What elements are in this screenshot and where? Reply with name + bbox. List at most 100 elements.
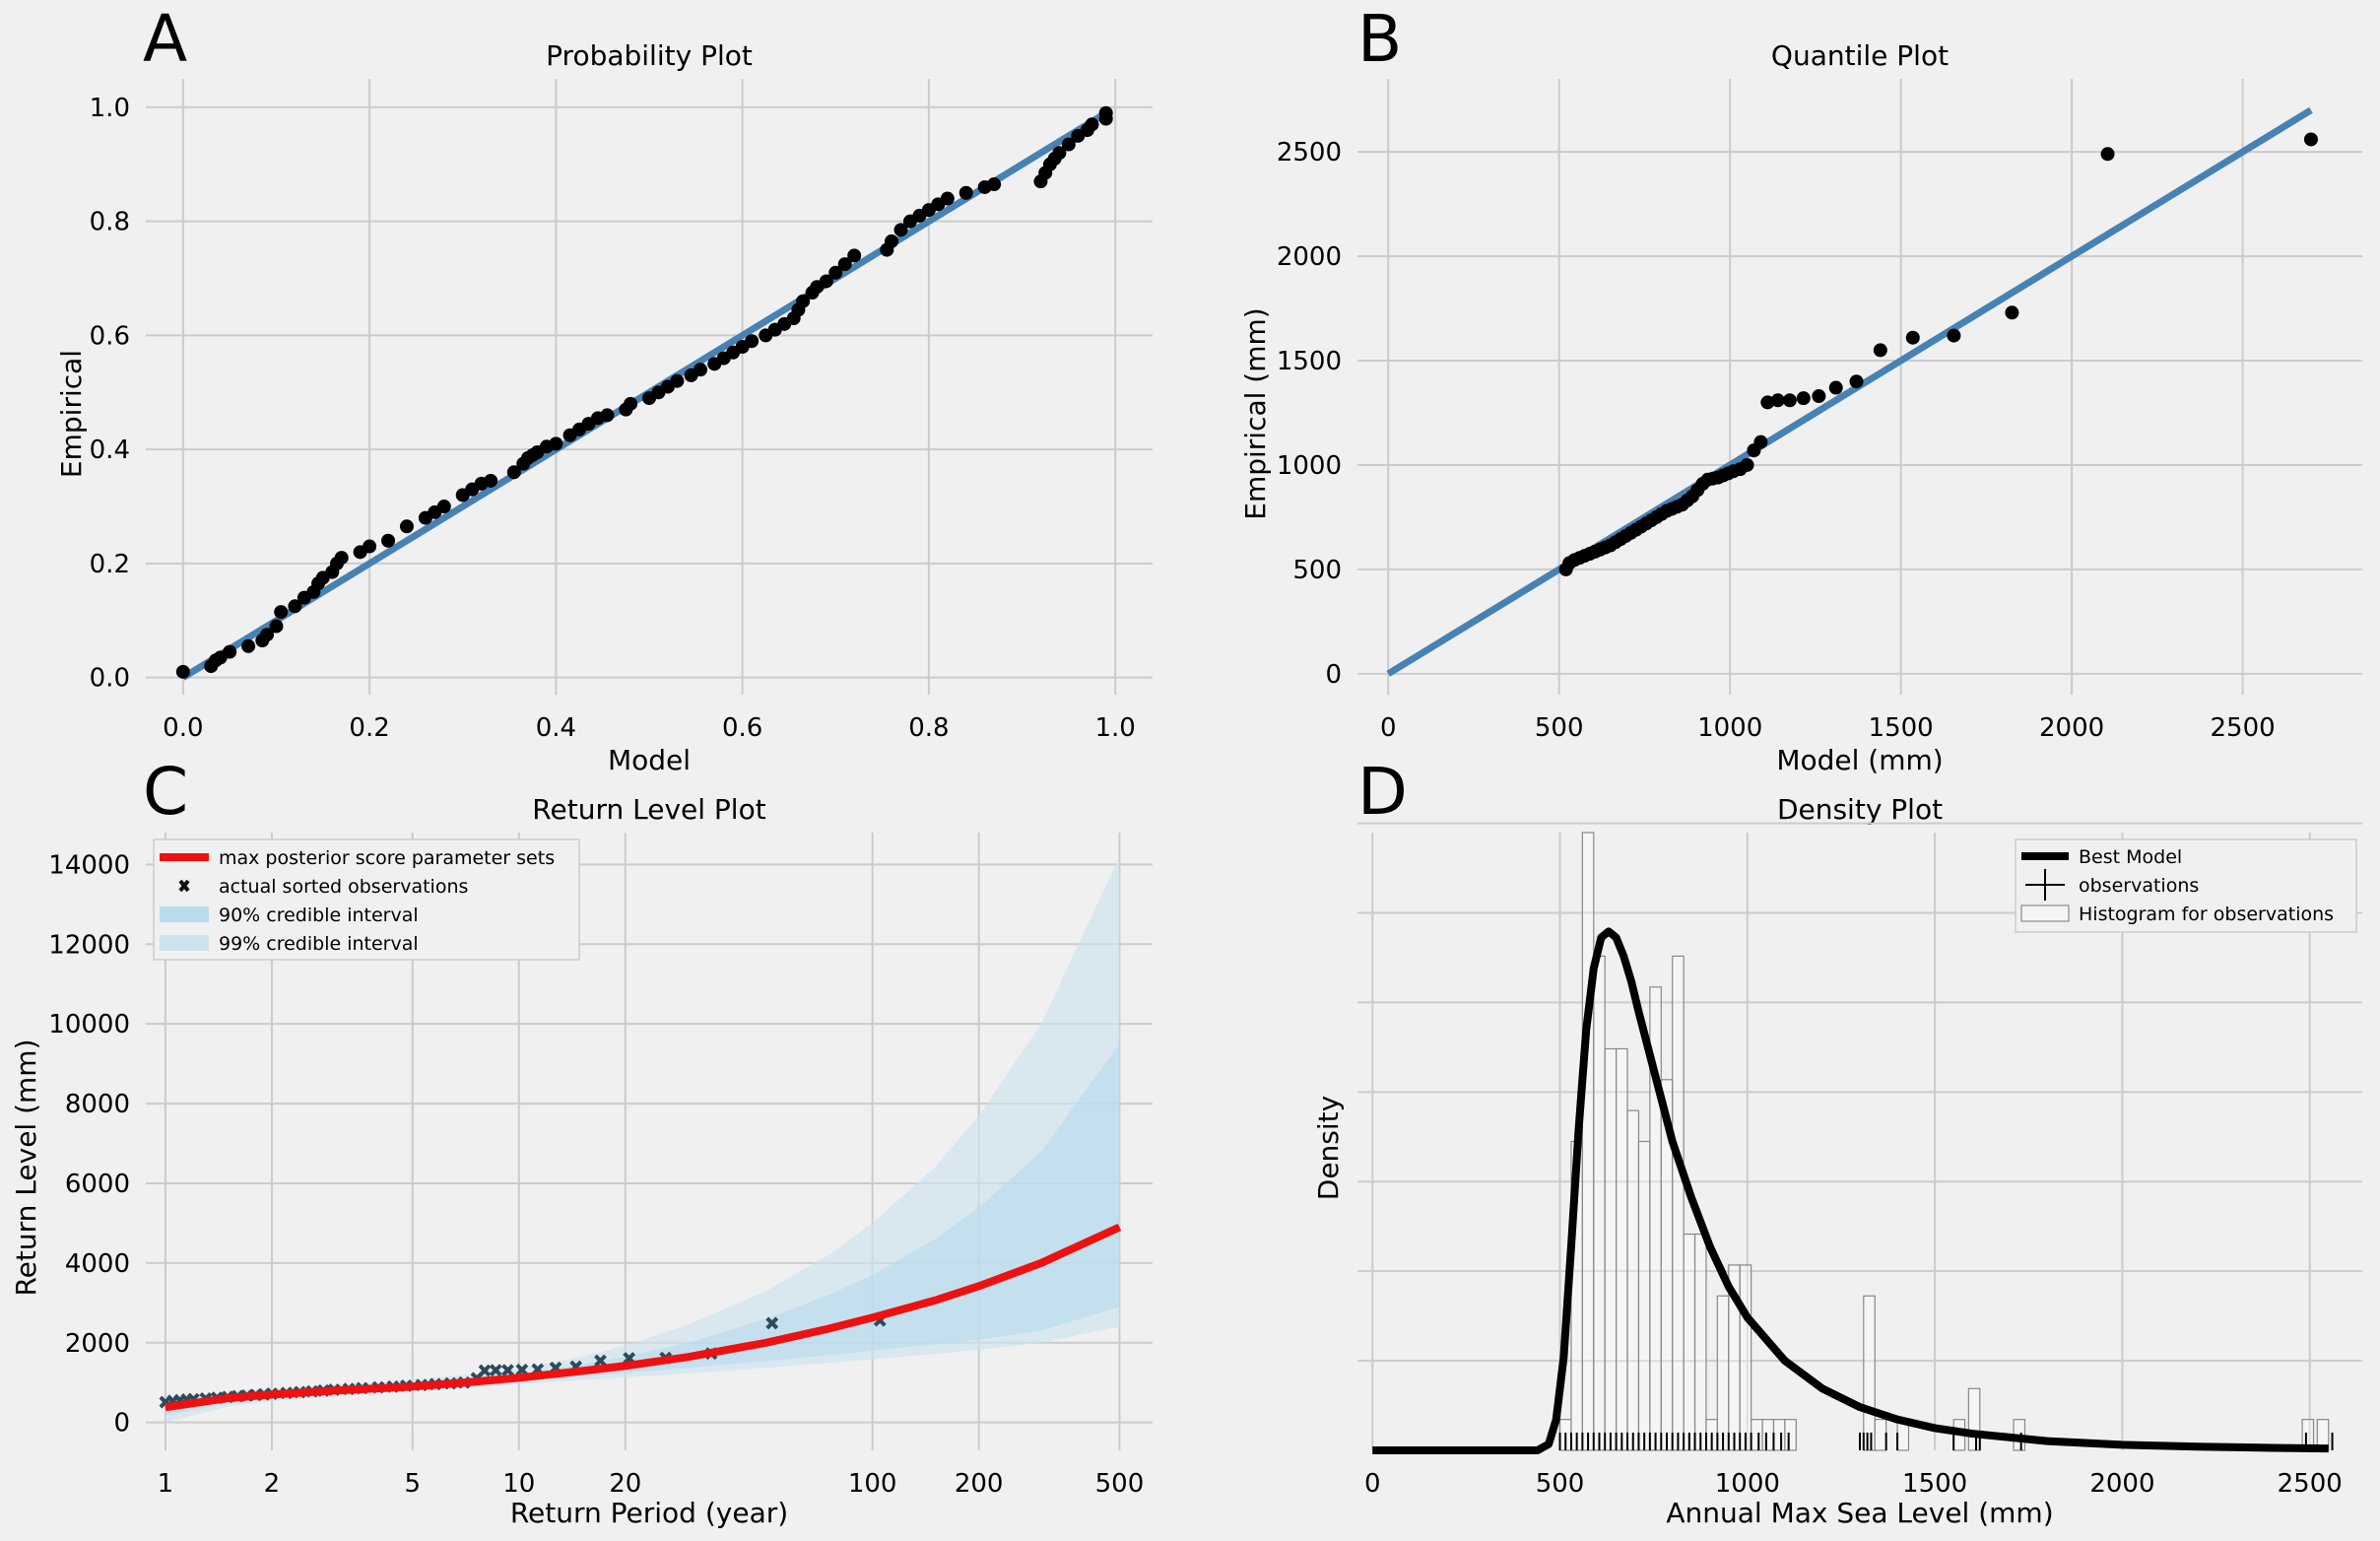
legend-item: 90% credible interval (160, 904, 419, 926)
x-tick-label: 0 (1380, 713, 1397, 743)
x-tick-label: 2000 (2089, 1469, 2154, 1499)
data-point (694, 363, 708, 377)
x-tick-label: 1000 (1697, 713, 1762, 743)
x-tick-label: 2500 (2278, 1469, 2343, 1499)
x-tick-label: 2000 (2039, 713, 2104, 743)
data-point (334, 551, 349, 566)
x-axis-label: Model (608, 744, 691, 776)
y-tick-label: 8000 (65, 1090, 130, 1119)
data-point (549, 436, 563, 451)
data-point (1760, 395, 1775, 410)
x-tick-label: 20 (609, 1469, 641, 1499)
data-point (796, 294, 811, 308)
y-tick-label: 0 (113, 1409, 130, 1439)
reference-line (1386, 106, 2313, 677)
histogram-bar (1683, 1233, 1696, 1451)
panel-letter: C (143, 754, 188, 830)
legend-swatch (160, 906, 209, 922)
x-axis-label: Model (mm) (1776, 744, 1943, 776)
legend-item: actual sorted observations (178, 876, 468, 898)
y-axis-label: Density (1312, 1096, 1345, 1200)
observation-marker-stroke (478, 1364, 492, 1377)
legend: max posterior score parameter sets actual… (153, 838, 580, 961)
y-axis-label: Return Level (mm) (10, 1038, 42, 1296)
data-point (1061, 137, 1076, 152)
data-point (1098, 105, 1113, 120)
x-tick-label: 1500 (1902, 1469, 1967, 1499)
data-point (2005, 305, 2019, 320)
data-point (381, 533, 396, 548)
histogram-bar (1772, 1419, 1786, 1451)
histogram-bar (1593, 955, 1606, 1451)
observation-marker-stroke (515, 1363, 529, 1376)
y-tick-label: 0.6 (90, 321, 130, 351)
panel-a-probability-plot: A Probability Plot Model Empirical 0.0 0.… (55, 1, 1153, 776)
histogram-bar (1626, 1109, 1640, 1451)
panel-b-quantile-plot: B Quantile Plot Model (mm) Empirical (mm… (1239, 1, 2362, 776)
histogram-bar (1784, 1419, 1797, 1451)
y-tick-label: 12000 (48, 930, 130, 960)
data-point (1905, 330, 1920, 345)
legend-swatch (2020, 904, 2070, 922)
x-tick-label: 500 (1536, 1469, 1585, 1499)
y-tick-label: 0.4 (90, 436, 130, 465)
x-tick-label: 0.8 (908, 713, 949, 743)
panel-letter: D (1357, 754, 1408, 830)
return-level-line (165, 1223, 1122, 1412)
data-point (670, 373, 685, 388)
x-tick-label: 2500 (2210, 713, 2275, 743)
histogram-bar (1751, 1419, 1763, 1451)
plot-area (159, 856, 1122, 1423)
legend-item: max posterior score parameter sets (160, 847, 555, 869)
histogram-bar (1967, 1387, 1981, 1451)
data-point (288, 599, 302, 614)
data-point (745, 334, 760, 349)
y-tick-label: 0 (1325, 660, 1342, 690)
y-ticks: 0 500 1000 1500 2000 2500 (1277, 138, 1342, 690)
data-point (1770, 393, 1785, 408)
data-point (484, 473, 498, 488)
x-ticks: 1 2 5 10 20 100 200 500 (158, 1469, 1145, 1499)
y-tick-label: 500 (1292, 556, 1342, 585)
y-tick-label: 1500 (1277, 347, 1342, 376)
grid (1357, 79, 2362, 695)
y-tick-label: 6000 (65, 1170, 130, 1199)
observation-marker-stroke (501, 1364, 514, 1377)
data-point (274, 605, 289, 620)
data-point (1782, 393, 1797, 408)
y-ticks: 0 2000 4000 6000 8000 10000 12000 14000 (48, 850, 130, 1438)
legend-box (2015, 838, 2357, 933)
x-tick-label: 2 (264, 1469, 281, 1499)
density-curve (1372, 927, 2329, 1454)
legend-item: Histogram for observations (2020, 904, 2334, 925)
data-point (436, 500, 451, 514)
data-point (241, 638, 256, 653)
legend-item: observations (2025, 869, 2199, 901)
plot-area (175, 105, 1113, 681)
y-axis-label: Empirical (55, 350, 88, 478)
y-ticks: 0.0 0.2 0.4 0.6 0.8 1.0 (90, 94, 130, 694)
data-point (1753, 435, 1768, 449)
data-point (506, 465, 521, 480)
x-tick-label: 1.0 (1094, 713, 1135, 743)
histogram-bar (1616, 1047, 1628, 1451)
legend-label: observations (2079, 875, 2199, 897)
histogram-bar (1672, 955, 1685, 1451)
x-axis-label: Annual Max Sea Level (mm) (1666, 1497, 2053, 1529)
x-ticks: 0.0 0.2 0.4 0.6 0.8 1.0 (163, 713, 1136, 743)
y-axis-label: Empirical (mm) (1239, 307, 1272, 519)
x-axis-label: Return Period (year) (510, 1497, 788, 1529)
data-point (1849, 374, 1864, 389)
histogram-bar (1693, 1233, 1707, 1451)
data-point (940, 191, 955, 206)
data-point (399, 519, 414, 534)
chart-title: Density Plot (1777, 793, 1943, 826)
x-tick-label: 1 (158, 1469, 174, 1499)
x-tick-label: 500 (1535, 713, 1584, 743)
observation-marker (501, 1364, 514, 1377)
observation-marker (515, 1363, 529, 1376)
legend-label: Best Model (2079, 846, 2182, 868)
y-tick-label: 1000 (1277, 451, 1342, 481)
x-tick-label: 0.0 (163, 713, 203, 743)
